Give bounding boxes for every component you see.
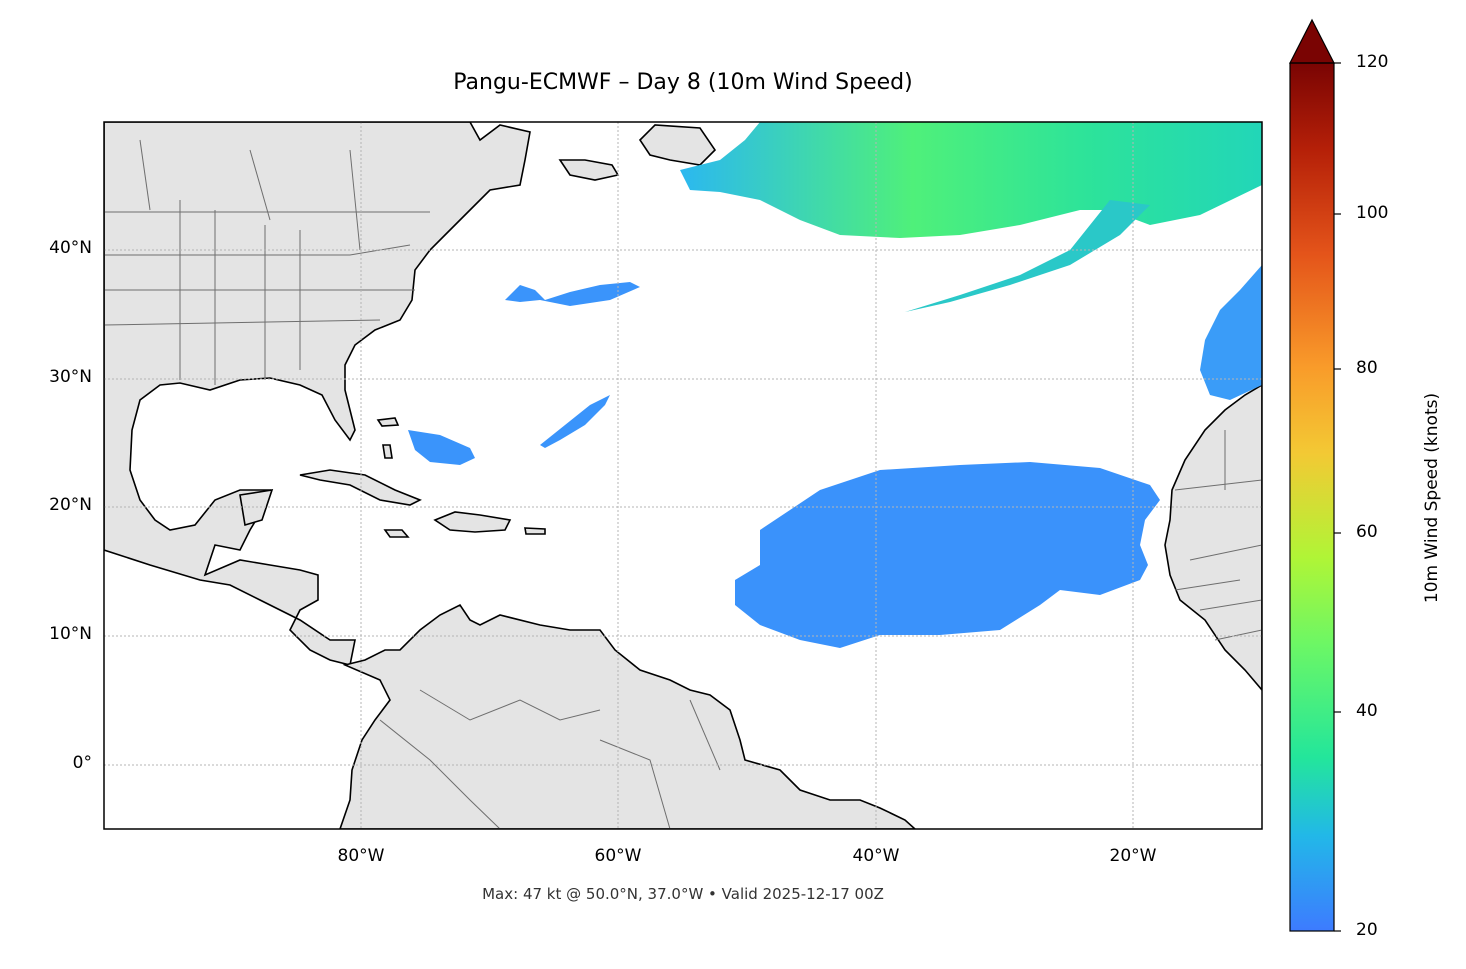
y-tick-10n: 10°N [49,624,92,644]
land-jamaica [383,529,410,538]
land [104,122,1262,829]
gridlines [104,122,1262,829]
colorbar-tick-40: 40 [1356,701,1378,721]
wind-region-northern-jet [680,122,1262,238]
wind-region-east-atlantic [1200,265,1262,400]
colorbar-gradient [1290,63,1334,931]
land-hispaniola [433,511,512,533]
wind-region-jet-tail [905,200,1150,312]
land-cuba [299,469,422,506]
colorbar [1289,18,1341,932]
x-tick-80w: 80°W [337,846,385,866]
colorbar-tick-80: 80 [1356,358,1378,378]
wind-region-bahamas-patch [408,430,475,465]
colorbar-tick-20: 20 [1356,920,1378,940]
map-frame [103,121,1263,830]
colorbar-label: 10m Wind Speed (knots) [1422,392,1442,604]
land-south-america [339,603,917,829]
land-north-america [104,122,531,666]
colorbar-tick-60: 60 [1356,522,1378,542]
x-tick-40w: 40°W [852,846,900,866]
land-bahamas [376,417,400,459]
land-newfoundland [638,124,717,166]
land-puerto-rico [524,527,546,535]
colorbar-tick-100: 100 [1356,203,1389,223]
map-area [104,122,1262,829]
wind-shading [408,122,1262,648]
colorbar-tick-120: 120 [1356,52,1389,72]
wind-region-bermuda-patch [505,282,640,306]
x-tick-20w: 20°W [1109,846,1157,866]
y-tick-30n: 30°N [49,367,92,387]
colorbar-extend-arrow [1289,18,1335,64]
y-tick-20n: 20°N [49,495,92,515]
land-novascotia [558,159,620,181]
land-africa [1164,384,1262,692]
y-tick-0: 0° [72,753,92,773]
borders [104,139,1262,829]
wind-region-central-atlantic-high-wind [735,462,1160,648]
y-tick-40n: 40°N [49,238,92,258]
max-wind-footer: Max: 47 kt @ 50.0°N, 37.0°W • Valid 2025… [482,885,884,903]
map-title: Pangu-ECMWF – Day 8 (10m Wind Speed) [453,70,913,95]
colorbar-frame [1289,62,1335,932]
wind-region-streak [540,395,610,448]
x-tick-60w: 60°W [594,846,642,866]
